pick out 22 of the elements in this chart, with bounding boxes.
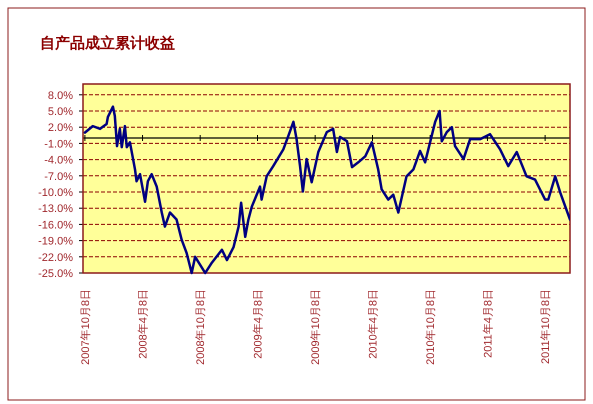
- y-tick-label: -16.0%: [38, 219, 74, 232]
- x-tick-label: 2008年4月8日: [138, 289, 150, 359]
- y-tick-label: 2.0%: [48, 122, 74, 134]
- y-tick-label: -25.0%: [38, 268, 74, 280]
- x-tick-label: 2008年10月8日: [195, 289, 208, 365]
- x-tick-label: 2010年10月8日: [425, 289, 438, 365]
- y-tick-label: -10.0%: [38, 187, 74, 199]
- x-tick-label: 2009年4月8日: [252, 289, 265, 359]
- chart-title: 自产品成立累计收益: [40, 34, 175, 52]
- y-tick-label: 5.0%: [48, 106, 74, 118]
- y-tick-label: -1.0%: [44, 138, 74, 150]
- y-tick-label: -7.0%: [44, 170, 74, 183]
- x-tick-label: 2011年10月8日: [540, 289, 552, 364]
- y-tick-label: 8.0%: [48, 90, 74, 102]
- x-tick-label: 2009年10月8日: [310, 289, 322, 365]
- y-tick-label: -4.0%: [44, 154, 74, 167]
- y-tick-label: -22.0%: [38, 252, 74, 264]
- x-tick-label: 2011年4月8日: [482, 289, 494, 358]
- x-tick-label: 2010年4月8日: [367, 289, 380, 359]
- x-tick-label: 2007年10月8日: [80, 289, 92, 365]
- y-tick-label: -19.0%: [38, 236, 74, 248]
- y-tick-label: -13.0%: [38, 203, 74, 216]
